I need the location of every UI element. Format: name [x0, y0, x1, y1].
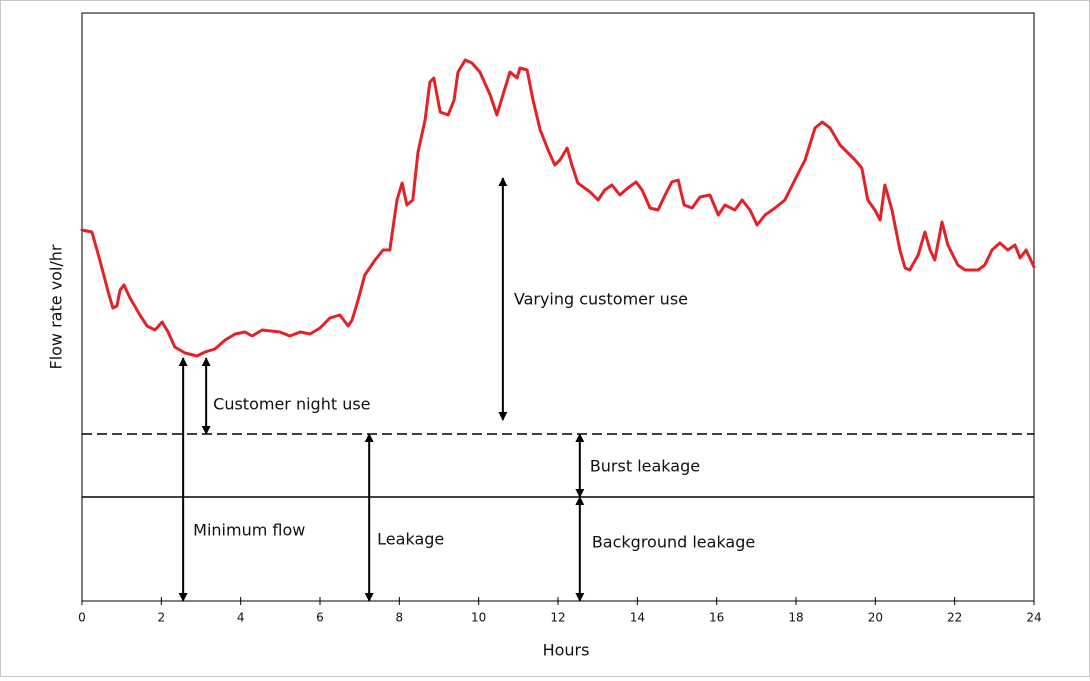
x-tick-label: 2 — [158, 611, 166, 625]
x-tick-label: 6 — [316, 611, 324, 625]
annotation-label: Background leakage — [592, 533, 755, 552]
annotation-label: Customer night use — [213, 395, 370, 414]
x-tick-label: 8 — [396, 611, 404, 625]
x-tick-label: 18 — [788, 611, 803, 625]
flow-line — [80, 58, 1036, 358]
x-tick-label: 0 — [78, 611, 86, 625]
x-axis-label: Hours — [543, 641, 590, 660]
x-tick-label: 22 — [947, 611, 962, 625]
x-tick-label: 14 — [630, 611, 645, 625]
x-tick-label: 10 — [471, 611, 486, 625]
annotation-label: Burst leakage — [590, 457, 700, 476]
x-tick-label: 4 — [237, 611, 245, 625]
x-tick-label: 24 — [1026, 611, 1041, 625]
x-tick-label: 16 — [709, 611, 724, 625]
x-tick-label: 12 — [550, 611, 565, 625]
y-axis-label: Flow rate vol/hr — [47, 244, 66, 369]
annotation-label: Varying customer use — [514, 290, 688, 309]
annotation-label: Leakage — [377, 530, 444, 549]
annotation-label: Minimum flow — [193, 521, 305, 540]
x-tick-label: 20 — [868, 611, 883, 625]
